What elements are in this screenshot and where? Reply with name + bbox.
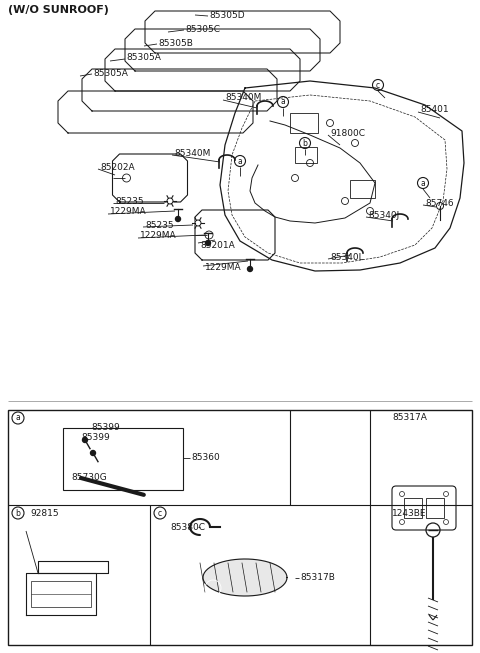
Circle shape [91, 451, 96, 456]
Bar [350, 180, 375, 198]
Text: (W/O SUNROOF): (W/O SUNROOF) [8, 5, 109, 15]
Text: a: a [281, 97, 286, 106]
Text: 1229MA: 1229MA [140, 232, 177, 240]
Text: 85235: 85235 [145, 221, 174, 229]
Bar [404, 498, 422, 518]
Bar [31, 581, 91, 607]
Text: a: a [238, 157, 242, 165]
Text: 85401: 85401 [420, 106, 449, 114]
Bar [426, 498, 444, 518]
Circle shape [167, 198, 173, 204]
Text: 85202A: 85202A [100, 163, 134, 172]
Text: 1243BE: 1243BE [392, 509, 427, 517]
Circle shape [83, 438, 87, 443]
Text: 85305A: 85305A [126, 54, 161, 63]
Text: 85235: 85235 [115, 197, 144, 206]
Text: 85340M: 85340M [174, 148, 210, 157]
Circle shape [176, 217, 180, 221]
Text: 85340L: 85340L [330, 253, 364, 261]
Bar [290, 113, 318, 133]
Text: 85305D: 85305D [209, 10, 245, 20]
Text: b: b [302, 138, 307, 148]
Text: 85317B: 85317B [300, 573, 335, 582]
Text: 92815: 92815 [30, 509, 59, 517]
Text: 85340J: 85340J [368, 210, 399, 219]
Text: 85201A: 85201A [200, 240, 235, 249]
Text: c: c [376, 80, 380, 89]
Text: 85305C: 85305C [185, 25, 220, 33]
Circle shape [248, 266, 252, 272]
Text: 85360: 85360 [191, 453, 220, 462]
Bar [8, 410, 472, 645]
Text: 85305B: 85305B [158, 39, 193, 48]
Text: 85399: 85399 [91, 424, 120, 432]
Text: c: c [158, 509, 162, 517]
Text: 85730G: 85730G [71, 473, 107, 483]
Text: 85317A: 85317A [392, 413, 427, 422]
Text: 85340M: 85340M [225, 93, 262, 103]
Text: 85746: 85746 [425, 199, 454, 208]
Bar [295, 147, 317, 163]
Text: b: b [15, 509, 21, 517]
Text: 1229MA: 1229MA [110, 208, 146, 217]
Text: 91800C: 91800C [330, 129, 365, 138]
Circle shape [205, 240, 211, 246]
Bar [63, 428, 183, 490]
Text: 85380C: 85380C [170, 522, 205, 532]
Polygon shape [203, 559, 287, 596]
Text: a: a [16, 413, 20, 422]
Text: 85305A: 85305A [93, 69, 128, 78]
Circle shape [195, 220, 201, 226]
Text: 85399: 85399 [81, 434, 110, 443]
Text: a: a [420, 178, 425, 187]
Text: 1229MA: 1229MA [205, 264, 241, 272]
